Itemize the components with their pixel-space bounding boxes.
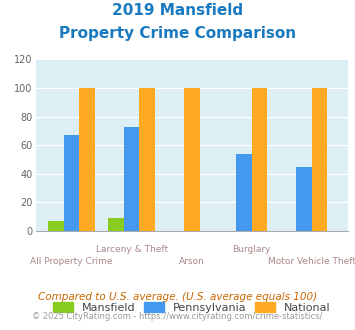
Bar <box>64 135 80 231</box>
Text: © 2025 CityRating.com - https://www.cityrating.com/crime-statistics/: © 2025 CityRating.com - https://www.city… <box>32 312 323 321</box>
Text: 2019 Mansfield: 2019 Mansfield <box>112 3 243 18</box>
Text: Larceny & Theft: Larceny & Theft <box>95 245 168 254</box>
Bar <box>140 88 155 231</box>
Bar <box>296 167 312 231</box>
Text: All Property Crime: All Property Crime <box>30 257 113 266</box>
Bar <box>48 221 64 231</box>
Text: Property Crime Comparison: Property Crime Comparison <box>59 26 296 41</box>
Text: Motor Vehicle Theft: Motor Vehicle Theft <box>268 257 355 266</box>
Text: Burglary: Burglary <box>233 245 271 254</box>
Bar <box>252 88 267 231</box>
Bar <box>80 88 95 231</box>
Bar <box>236 154 252 231</box>
Bar <box>312 88 327 231</box>
Bar <box>108 218 124 231</box>
Bar <box>124 127 140 231</box>
Text: Arson: Arson <box>179 257 204 266</box>
Bar <box>184 88 200 231</box>
Text: Compared to U.S. average. (U.S. average equals 100): Compared to U.S. average. (U.S. average … <box>38 292 317 302</box>
Legend: Mansfield, Pennsylvania, National: Mansfield, Pennsylvania, National <box>53 302 331 313</box>
